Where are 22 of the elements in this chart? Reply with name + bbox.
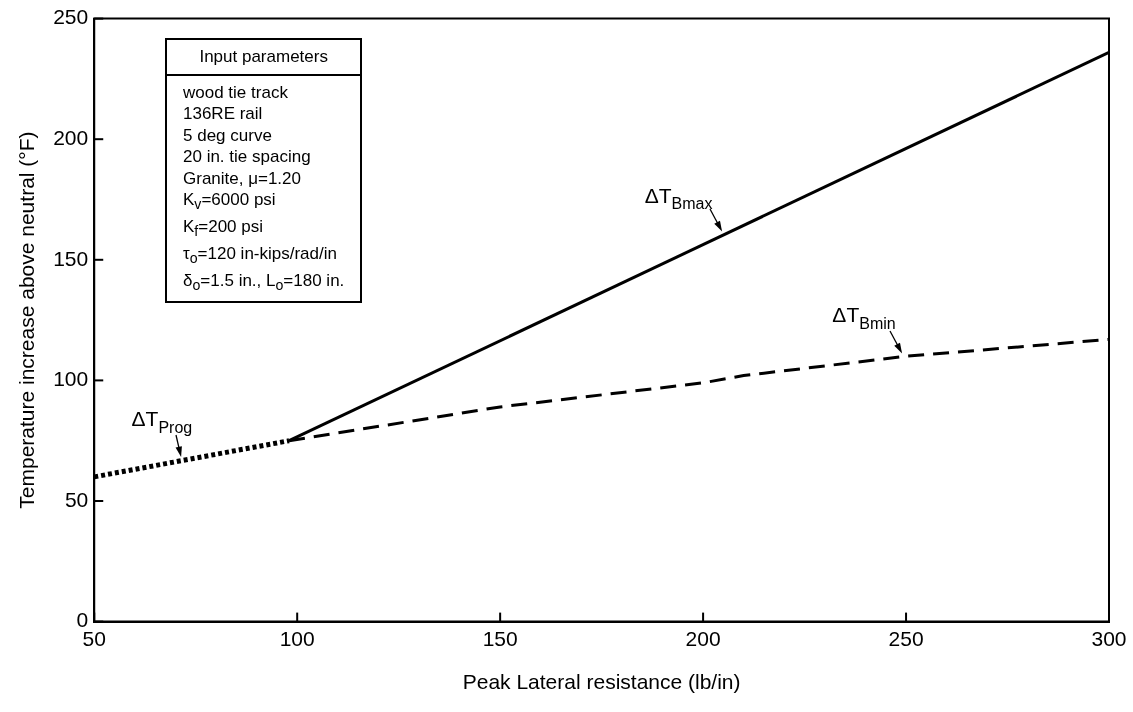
- x-tick-label: 250: [888, 627, 924, 650]
- annotation: Granite, μ=1.20: [183, 167, 302, 189]
- y-axis-title: Temperature increase above neutral (°F): [15, 131, 39, 509]
- annotation: wood tie track: [183, 81, 289, 103]
- x-axis-title: Peak Lateral resistance (lb/in): [462, 670, 741, 694]
- y-tick-label: 200: [53, 126, 89, 149]
- x-tick-label: 100: [279, 627, 315, 650]
- annotation: 5 deg curve: [183, 124, 273, 146]
- annotation: 136RE rail: [183, 103, 264, 125]
- annotation: τ$_{o}$=120 in-kips/rad/in: [183, 242, 338, 269]
- annotation: 20 in. tie spacing: [183, 146, 312, 168]
- x-tick-label: 150: [482, 627, 518, 650]
- y-tick-label: 50: [64, 487, 89, 511]
- y-tick-label: 150: [53, 246, 89, 270]
- annotation: K$_{v}$=6000 psi: [183, 189, 277, 215]
- y-tick-label: 100: [53, 367, 89, 391]
- x-tick-label: 300: [1091, 627, 1127, 650]
- annotation: δ$_{o}$=1.5 in., L$_{o}$=180 in.: [183, 269, 345, 296]
- y-tick-label: 250: [53, 5, 89, 29]
- annotation: Input parameters: [167, 40, 361, 76]
- annotation: K$_{f}$=200 psi: [183, 215, 265, 242]
- x-tick-label: 200: [685, 627, 721, 650]
